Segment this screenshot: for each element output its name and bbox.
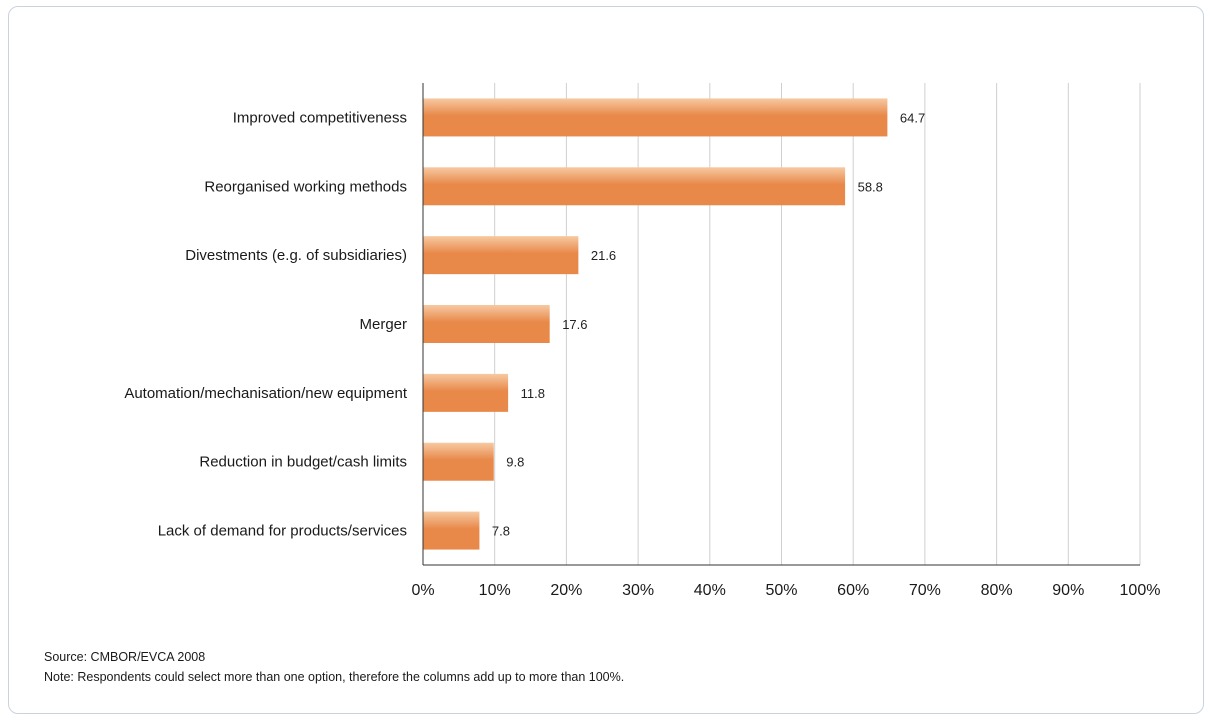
data-label: 9.8 <box>506 455 524 470</box>
data-label: 17.6 <box>562 317 587 332</box>
x-tick-label: 50% <box>765 582 797 599</box>
x-tick-label: 20% <box>550 582 582 599</box>
bar <box>423 373 509 412</box>
bar <box>423 511 480 550</box>
data-label: 11.8 <box>521 386 545 401</box>
bar <box>423 167 846 206</box>
x-tick-label: 0% <box>411 582 434 599</box>
bar <box>423 236 579 275</box>
category-label: Reduction in budget/cash limits <box>199 454 407 471</box>
labels: 0% 10% 20% 30% 40% 50% 60% 70% 80% 90% 100% Improve… <box>124 109 1160 599</box>
x-tick-label: 100% <box>1120 582 1161 599</box>
x-tick-label: 90% <box>1052 582 1084 599</box>
category-label: Merger <box>359 316 407 333</box>
x-tick-label: 10% <box>479 582 511 599</box>
source-note: Source: CMBOR/EVCA 2008 <box>44 650 206 664</box>
footnote: Note: Respondents could select more than… <box>44 670 625 684</box>
bar <box>423 98 888 137</box>
category-label: Lack of demand for products/services <box>158 523 407 540</box>
bar <box>423 442 494 481</box>
bar <box>423 305 550 343</box>
gridlines <box>494 83 1141 565</box>
category-label: Reorganised working methods <box>204 178 407 195</box>
category-label: Improved competitiveness <box>233 109 407 126</box>
axes <box>422 83 1140 566</box>
x-tick-label: 40% <box>694 582 726 599</box>
x-tick-label: 70% <box>909 582 941 599</box>
category-label: Divestments (e.g. of subsidiaries) <box>185 247 407 264</box>
data-label: 58.8 <box>858 179 883 194</box>
x-tick-label: 60% <box>837 582 869 599</box>
x-tick-label: 30% <box>622 582 654 599</box>
data-label: 7.8 <box>492 524 510 539</box>
category-label: Automation/mechanisation/new equipment <box>124 385 408 402</box>
x-tick-label: 80% <box>981 582 1013 599</box>
data-label: 64.7 <box>900 110 925 125</box>
bars <box>423 98 888 550</box>
data-label: 21.6 <box>591 248 616 263</box>
